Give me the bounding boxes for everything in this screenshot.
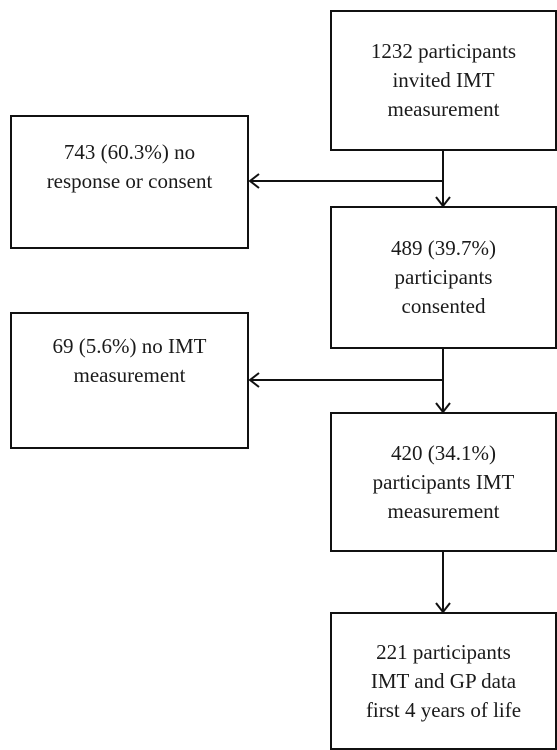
arrowhead-imt <box>435 402 451 414</box>
arrowhead-no-response <box>248 173 260 189</box>
box-imt-line-3: measurement <box>387 498 500 523</box>
box-invited-line-2: invited IMT <box>392 68 495 92</box>
box-consented: 489 (39.7%) participants consented <box>330 206 557 349</box>
box-no-imt-line-2: measurement <box>73 362 186 387</box>
box-invited-text: 1232 participants invited IMT measuremen… <box>371 37 516 124</box>
box-consented-line-3: consented <box>401 294 486 318</box>
box-no-response: 743 (60.3%) no response or consent <box>10 115 249 249</box>
box-final-text: 221 participants IMT and GP data first 4… <box>366 638 521 725</box>
box-no-response-line-2: response or consent <box>46 169 213 193</box>
box-invited-line-3: measurement <box>387 97 500 121</box>
box-imt-line-1: 420 (34.1%) <box>391 440 496 465</box>
box-final-line-2: IMT and GP data <box>370 668 517 693</box>
box-no-response-text: 743 (60.3%) no response or consent <box>47 138 213 196</box>
box-consented-line-1: 489 (39.7%) <box>391 236 496 260</box>
box-invited: 1232 participants invited IMT measuremen… <box>330 10 557 151</box>
box-final-line-3: first 4 years of life <box>365 697 522 722</box>
box-no-imt-line-1: 69 (5.6%) no IMT <box>52 333 207 358</box>
box-no-response-line-1: 743 (60.3%) no <box>63 140 196 164</box>
box-consented-line-2: participants <box>394 265 493 289</box>
arrowhead-consented <box>435 196 451 208</box>
arrowhead-final <box>435 602 451 614</box>
box-no-imt-text: 69 (5.6%) no IMT measurement <box>53 332 207 390</box>
box-consented-text: 489 (39.7%) participants consented <box>391 234 496 321</box>
box-final: 221 participants IMT and GP data first 4… <box>330 612 557 750</box>
box-final-line-1: 221 participants <box>376 639 511 664</box>
box-no-imt: 69 (5.6%) no IMT measurement <box>10 312 249 449</box>
box-invited-line-1: 1232 participants <box>370 39 517 63</box>
box-imt-text: 420 (34.1%) participants IMT measurement <box>373 439 515 526</box>
box-imt: 420 (34.1%) participants IMT measurement <box>330 412 557 552</box>
arrowhead-no-imt <box>248 372 260 388</box>
box-imt-line-2: participants IMT <box>372 469 515 494</box>
